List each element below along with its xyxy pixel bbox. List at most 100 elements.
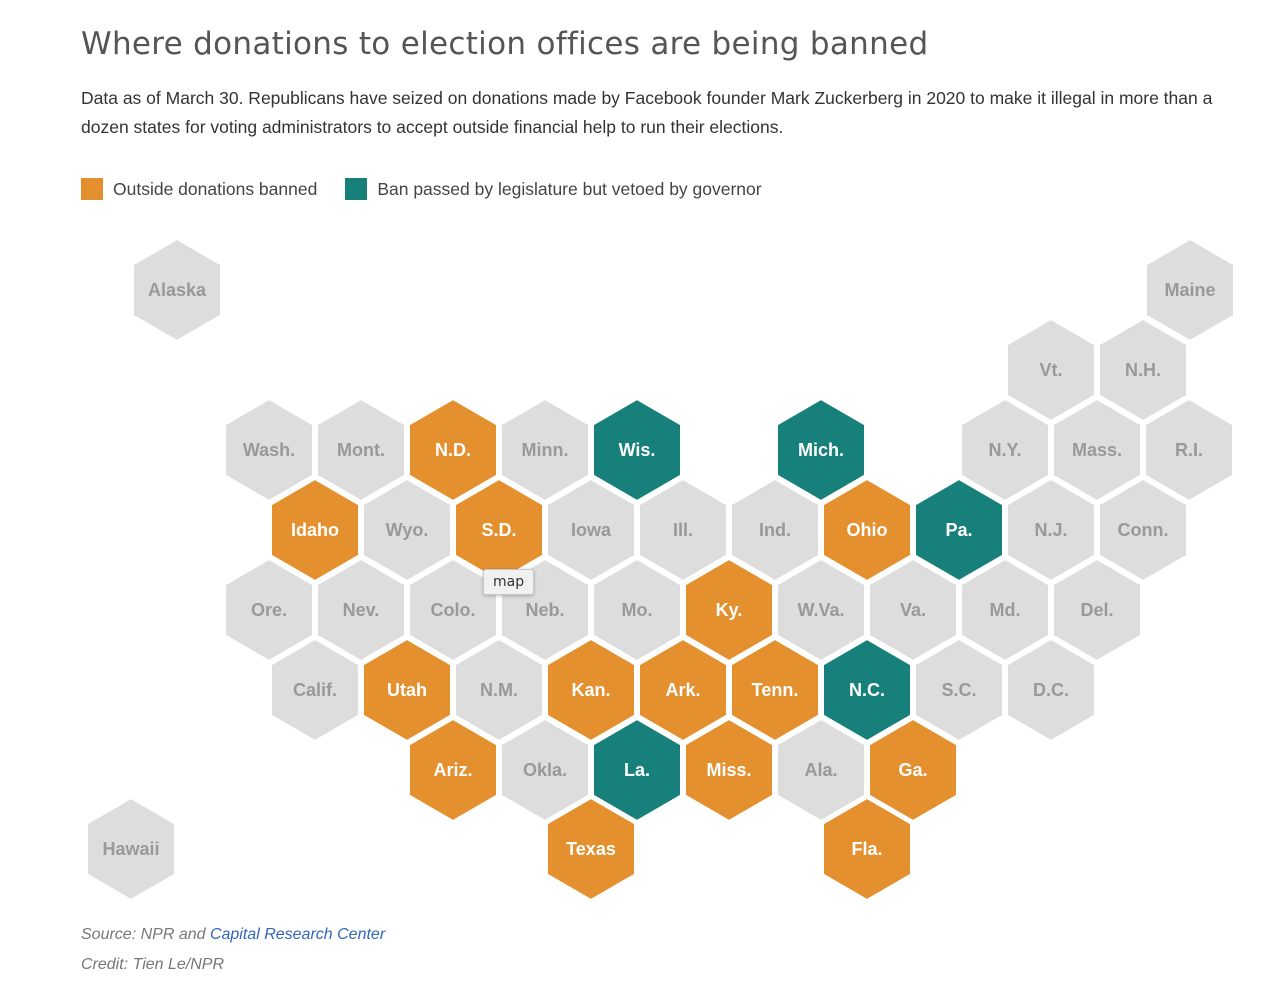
state-tile-va[interactable]: Va. xyxy=(868,557,958,663)
state-tile-wyo[interactable]: Wyo. xyxy=(362,477,452,583)
state-tile-s-c[interactable]: S.C. xyxy=(914,637,1004,743)
state-hex-n-j[interactable] xyxy=(1006,477,1096,583)
state-hex-s-c[interactable] xyxy=(914,637,1004,743)
state-hex-fla[interactable] xyxy=(822,796,912,902)
state-hex-maine[interactable] xyxy=(1145,237,1235,343)
state-tile-mich[interactable]: Mich. xyxy=(776,397,866,503)
state-hex-wash[interactable] xyxy=(224,397,314,503)
state-hex-utah[interactable] xyxy=(362,637,452,743)
state-hex-hawaii[interactable] xyxy=(86,796,176,902)
state-hex-miss[interactable] xyxy=(684,717,774,823)
state-tile-idaho[interactable]: Idaho xyxy=(270,477,360,583)
state-tile-n-m[interactable]: N.M. xyxy=(454,637,544,743)
state-tile-ky[interactable]: Ky. xyxy=(684,557,774,663)
state-tile-wash[interactable]: Wash. xyxy=(224,397,314,503)
state-hex-nev[interactable] xyxy=(316,557,406,663)
state-hex-ariz[interactable] xyxy=(408,717,498,823)
state-tile-ind[interactable]: Ind. xyxy=(730,477,820,583)
state-hex-texas[interactable] xyxy=(546,796,636,902)
state-tile-d-c[interactable]: D.C. xyxy=(1006,637,1096,743)
state-hex-va[interactable] xyxy=(868,557,958,663)
state-hex-kan[interactable] xyxy=(546,637,636,743)
state-tile-w-va[interactable]: W.Va. xyxy=(776,557,866,663)
state-hex-idaho[interactable] xyxy=(270,477,360,583)
state-tile-la[interactable]: La. xyxy=(592,717,682,823)
state-hex-vt[interactable] xyxy=(1006,317,1096,423)
state-hex-okla[interactable] xyxy=(500,717,590,823)
state-hex-alaska[interactable] xyxy=(132,237,222,343)
state-hex-ark[interactable] xyxy=(638,637,728,743)
state-tile-utah[interactable]: Utah xyxy=(362,637,452,743)
state-tile-ore[interactable]: Ore. xyxy=(224,557,314,663)
state-hex-conn[interactable] xyxy=(1098,477,1188,583)
source-link[interactable]: Capital Research Center xyxy=(209,926,386,943)
state-hex-la[interactable] xyxy=(592,717,682,823)
state-hex-d-c[interactable] xyxy=(1006,637,1096,743)
state-tile-alaska[interactable]: Alaska xyxy=(132,237,222,343)
state-tile-n-y[interactable]: N.Y. xyxy=(960,397,1050,503)
state-tile-colo[interactable]: Colo. xyxy=(408,557,498,663)
state-tile-s-d[interactable]: S.D. xyxy=(454,477,544,583)
state-tile-mont[interactable]: Mont. xyxy=(316,397,406,503)
state-hex-pa[interactable] xyxy=(914,477,1004,583)
state-hex-wyo[interactable] xyxy=(362,477,452,583)
state-tile-tenn[interactable]: Tenn. xyxy=(730,637,820,743)
state-tile-mass[interactable]: Mass. xyxy=(1052,397,1142,503)
state-tile-ohio[interactable]: Ohio xyxy=(822,477,912,583)
state-tile-ark[interactable]: Ark. xyxy=(638,637,728,743)
state-tile-wis[interactable]: Wis. xyxy=(592,397,682,503)
state-tile-conn[interactable]: Conn. xyxy=(1098,477,1188,583)
state-tile-ariz[interactable]: Ariz. xyxy=(408,717,498,823)
state-hex-ga[interactable] xyxy=(868,717,958,823)
state-tile-texas[interactable]: Texas xyxy=(546,796,636,902)
state-tile-mo[interactable]: Mo. xyxy=(592,557,682,663)
state-hex-del[interactable] xyxy=(1052,557,1142,663)
state-hex-n-h[interactable] xyxy=(1098,317,1188,423)
state-tile-vt[interactable]: Vt. xyxy=(1006,317,1096,423)
state-hex-n-c[interactable] xyxy=(822,637,912,743)
state-hex-r-i[interactable] xyxy=(1144,397,1234,503)
state-tile-hawaii[interactable]: Hawaii xyxy=(86,796,176,902)
state-tile-calif[interactable]: Calif. xyxy=(270,637,360,743)
state-hex-mich[interactable] xyxy=(776,397,866,503)
state-tile-ga[interactable]: Ga. xyxy=(868,717,958,823)
state-hex-ohio[interactable] xyxy=(822,477,912,583)
state-tile-maine[interactable]: Maine xyxy=(1145,237,1235,343)
state-hex-n-y[interactable] xyxy=(960,397,1050,503)
state-tile-miss[interactable]: Miss. xyxy=(684,717,774,823)
state-hex-minn[interactable] xyxy=(500,397,590,503)
state-hex-md[interactable] xyxy=(960,557,1050,663)
state-hex-calif[interactable] xyxy=(270,637,360,743)
state-tile-fla[interactable]: Fla. xyxy=(822,796,912,902)
state-hex-ala[interactable] xyxy=(776,717,866,823)
state-hex-ill[interactable] xyxy=(638,477,728,583)
state-hex-w-va[interactable] xyxy=(776,557,866,663)
state-hex-ore[interactable] xyxy=(224,557,314,663)
state-hex-mo[interactable] xyxy=(592,557,682,663)
state-hex-ky[interactable] xyxy=(684,557,774,663)
state-tile-n-j[interactable]: N.J. xyxy=(1006,477,1096,583)
state-tile-kan[interactable]: Kan. xyxy=(546,637,636,743)
state-hex-mass[interactable] xyxy=(1052,397,1142,503)
state-tile-nev[interactable]: Nev. xyxy=(316,557,406,663)
state-tile-n-h[interactable]: N.H. xyxy=(1098,317,1188,423)
state-tile-ala[interactable]: Ala. xyxy=(776,717,866,823)
state-tile-r-i[interactable]: R.I. xyxy=(1144,397,1234,503)
state-tile-okla[interactable]: Okla. xyxy=(500,717,590,823)
state-hex-n-d[interactable] xyxy=(408,397,498,503)
state-tile-n-c[interactable]: N.C. xyxy=(822,637,912,743)
state-tile-iowa[interactable]: Iowa xyxy=(546,477,636,583)
state-tile-del[interactable]: Del. xyxy=(1052,557,1142,663)
state-tile-ill[interactable]: Ill. xyxy=(638,477,728,583)
state-hex-ind[interactable] xyxy=(730,477,820,583)
state-hex-n-m[interactable] xyxy=(454,637,544,743)
state-hex-iowa[interactable] xyxy=(546,477,636,583)
state-tile-md[interactable]: Md. xyxy=(960,557,1050,663)
state-hex-wis[interactable] xyxy=(592,397,682,503)
state-hex-tenn[interactable] xyxy=(730,637,820,743)
state-hex-mont[interactable] xyxy=(316,397,406,503)
state-tile-minn[interactable]: Minn. xyxy=(500,397,590,503)
state-tile-pa[interactable]: Pa. xyxy=(914,477,1004,583)
state-tile-n-d[interactable]: N.D. xyxy=(408,397,498,503)
